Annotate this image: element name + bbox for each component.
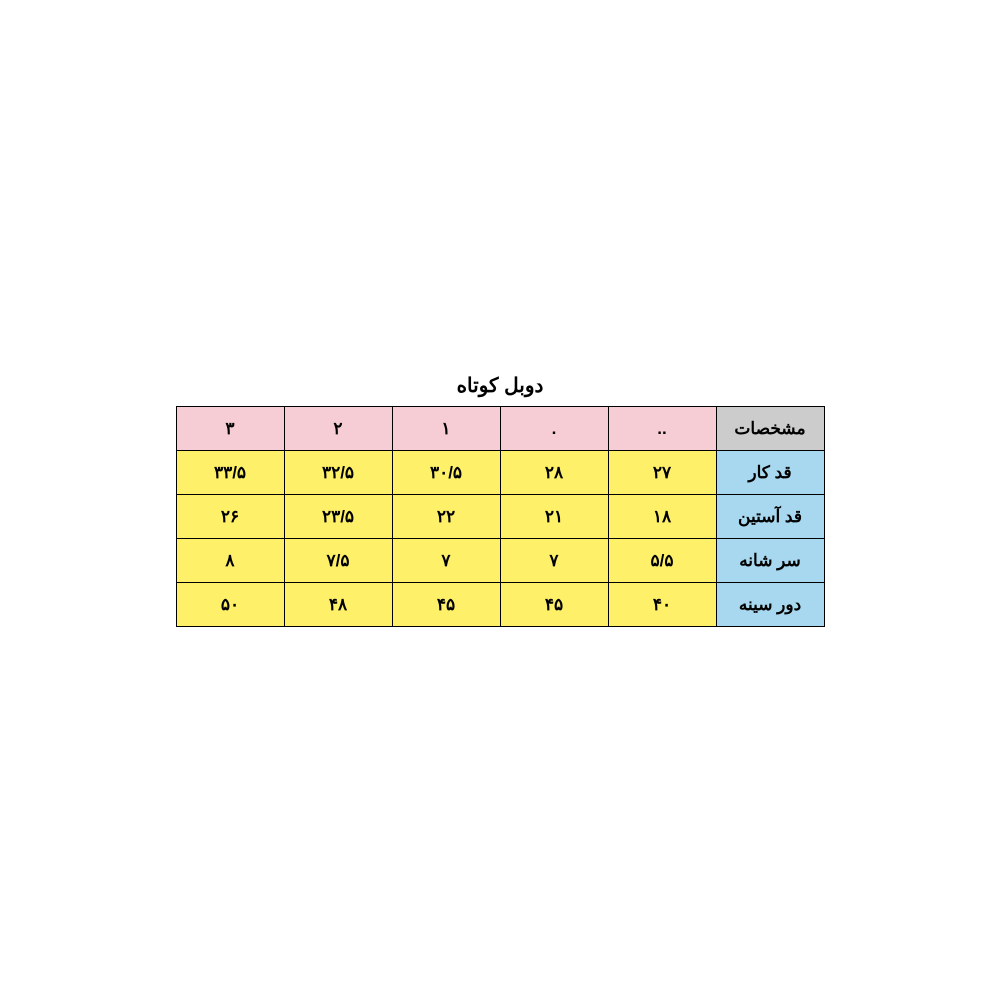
data-cell: ۴۸ (284, 583, 392, 627)
data-cell: ۳۰/۵ (392, 451, 500, 495)
data-cell: ۴۰ (608, 583, 716, 627)
row-label: سر شانه (716, 539, 824, 583)
row-label: قد کار (716, 451, 824, 495)
data-cell: ۲۱ (500, 495, 608, 539)
data-cell: ۳۳/۵ (176, 451, 284, 495)
data-cell: ۷ (500, 539, 608, 583)
data-cell: ۱۸ (608, 495, 716, 539)
size-table: مشخصات .. . ۱ ۲ ۳ قد کار ۲۷ ۲۸ ۳۰/۵ ۳۲/۵… (176, 406, 825, 627)
size-col-1: . (500, 407, 608, 451)
size-col-2: ۱ (392, 407, 500, 451)
header-row: مشخصات .. . ۱ ۲ ۳ (176, 407, 824, 451)
table-row: قد آستین ۱۸ ۲۱ ۲۲ ۲۳/۵ ۲۶ (176, 495, 824, 539)
data-cell: ۲۳/۵ (284, 495, 392, 539)
row-label: دور سینه (716, 583, 824, 627)
data-cell: ۲۷ (608, 451, 716, 495)
spec-header: مشخصات (716, 407, 824, 451)
data-cell: ۷ (392, 539, 500, 583)
table-row: قد کار ۲۷ ۲۸ ۳۰/۵ ۳۲/۵ ۳۳/۵ (176, 451, 824, 495)
data-cell: ۲۲ (392, 495, 500, 539)
data-cell: ۲۶ (176, 495, 284, 539)
data-cell: ۷/۵ (284, 539, 392, 583)
data-cell: ۲۸ (500, 451, 608, 495)
table-row: سر شانه ۵/۵ ۷ ۷ ۷/۵ ۸ (176, 539, 824, 583)
row-label: قد آستین (716, 495, 824, 539)
table-title: دوبل کوتاه (457, 373, 544, 398)
size-col-3: ۲ (284, 407, 392, 451)
data-cell: ۵۰ (176, 583, 284, 627)
data-cell: ۴۵ (500, 583, 608, 627)
data-cell: ۵/۵ (608, 539, 716, 583)
size-col-4: ۳ (176, 407, 284, 451)
data-cell: ۴۵ (392, 583, 500, 627)
table-row: دور سینه ۴۰ ۴۵ ۴۵ ۴۸ ۵۰ (176, 583, 824, 627)
data-cell: ۸ (176, 539, 284, 583)
data-cell: ۳۲/۵ (284, 451, 392, 495)
size-col-0: .. (608, 407, 716, 451)
